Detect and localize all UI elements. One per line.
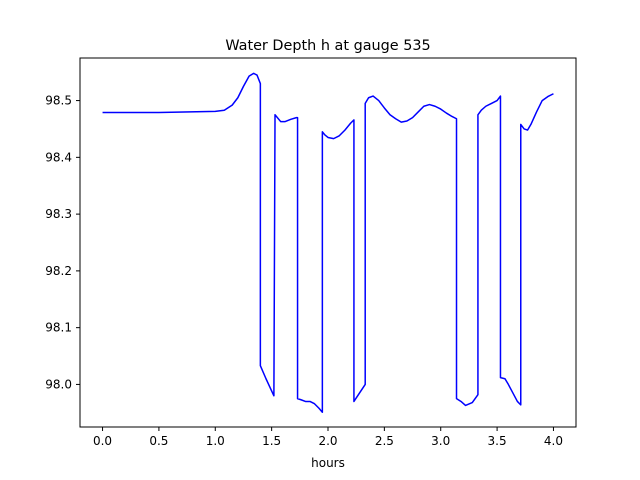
x-tick-label: 1.0 [206, 434, 225, 448]
y-tick-label: 98.3 [45, 207, 72, 221]
x-tick-label: 0.0 [93, 434, 112, 448]
y-tick-label: 98.5 [45, 94, 72, 108]
x-tick-label: 1.5 [262, 434, 281, 448]
y-tick-label: 98.1 [45, 321, 72, 335]
x-tick-label: 3.0 [431, 434, 450, 448]
x-tick-label: 3.5 [488, 434, 507, 448]
y-axis: 98.0 98.1 98.2 98.3 98.4 98.5 [45, 94, 80, 391]
x-axis-label: hours [311, 456, 345, 470]
chart-title: Water Depth h at gauge 535 [225, 38, 430, 54]
x-tick-label: 2.5 [375, 434, 394, 448]
y-tick-label: 98.0 [45, 377, 72, 391]
x-tick-label: 2.0 [318, 434, 337, 448]
y-tick-label: 98.4 [45, 150, 72, 164]
x-tick-label: 4.0 [544, 434, 563, 448]
y-tick-label: 98.2 [45, 264, 72, 278]
x-axis: 0.0 0.5 1.0 1.5 2.0 2.5 3.0 3.5 4.0 [93, 427, 563, 448]
series-line-1 [102, 72, 554, 413]
x-tick-label: 0.5 [149, 434, 168, 448]
